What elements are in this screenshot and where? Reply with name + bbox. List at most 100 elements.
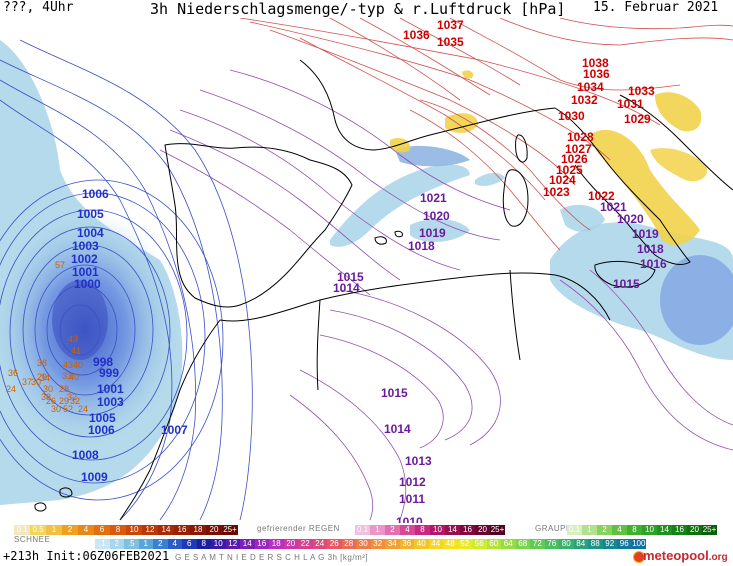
- isobar-label: 1031: [617, 97, 644, 111]
- snow-area-provence: [390, 138, 411, 153]
- isobar-label: 1003: [72, 239, 99, 253]
- legend-cell: 68: [515, 539, 530, 549]
- legend-cell: 18: [190, 525, 206, 535]
- legend-cell: 52: [457, 539, 472, 549]
- weather-map: 1037 1036 1035 1038 1036 1034 1032 1030 1033 1031…: [0, 17, 733, 529]
- isobar-label: 1003: [97, 395, 124, 409]
- legend-cell: 12: [225, 539, 240, 549]
- snow-depth-value: 29: [37, 372, 47, 382]
- coast-baleares: [374, 230, 403, 245]
- isobar-label: 1015: [337, 270, 364, 284]
- isobar-label: 1036: [583, 67, 610, 81]
- isobars-low: [0, 39, 253, 521]
- legend-schnee-label: SCHNEE: [14, 535, 51, 544]
- legend-cell: 25+: [490, 525, 505, 535]
- legend-cell: 92: [602, 539, 617, 549]
- legend-cell: 84: [573, 539, 588, 549]
- legend-cell: 22: [298, 539, 313, 549]
- isobar-label: 1006: [82, 187, 109, 201]
- legend-cell: 32: [370, 539, 385, 549]
- legend-cell: 34: [385, 539, 400, 549]
- legend-total-label: G E S A M T N I E D E R S C H L A G 3h […: [175, 553, 369, 562]
- legend-cell: 10: [642, 525, 657, 535]
- precipitation-layer: [0, 40, 733, 505]
- isobar-layer: [0, 17, 733, 521]
- legend-cell: 100: [631, 539, 646, 549]
- isobar-label: 1027: [565, 142, 592, 156]
- legend-cell: 56: [472, 539, 487, 549]
- isobar-label: 1036: [403, 28, 430, 42]
- legend-cell: 25+: [702, 525, 717, 535]
- legend-cell: 8: [196, 539, 211, 549]
- snow-depth-value: 38: [37, 358, 47, 368]
- snow-depth-value: 30: [31, 377, 41, 387]
- coast-morocco-atlantic: [119, 319, 221, 521]
- snow-depth-value: 41: [71, 346, 81, 356]
- snow-depth-value: 43: [63, 360, 73, 370]
- legend: 0.1 0.5 1 2 4 6 8 10 12 14 16 18 20 25+ SCHNEE gefrie…: [0, 523, 733, 566]
- isobar-label: 998: [93, 355, 113, 369]
- legend-cell: 1: [138, 539, 153, 549]
- coast-adriatic: [619, 94, 733, 191]
- brand-link[interactable]: meteopool.org: [643, 548, 728, 563]
- snow-depth-value: 40: [73, 360, 83, 370]
- rain-core-inner: [52, 280, 108, 360]
- isobar-label: 1035: [437, 35, 464, 49]
- rain-band-baleares: [410, 218, 470, 242]
- isobar-label: 1006: [88, 423, 115, 437]
- legend-cell: 44: [428, 539, 443, 549]
- legend-cell: 16: [672, 525, 687, 535]
- isobar-label: 1019: [632, 227, 659, 241]
- legend-cell: 20: [283, 539, 298, 549]
- isobar-label: 1011: [399, 492, 425, 506]
- legend-cell: .5: [124, 539, 139, 549]
- legend-cell: 25+: [222, 525, 238, 535]
- isobar-label: 1005: [77, 207, 104, 221]
- snow-area-alps: [445, 113, 478, 133]
- legend-cell: 96: [617, 539, 632, 549]
- border-algeria: [316, 269, 521, 391]
- legend-cell: 16: [254, 539, 269, 549]
- isobar-label: 1018: [408, 239, 435, 253]
- legend-cell: 4: [78, 525, 94, 535]
- isobar-label: 1005: [89, 411, 116, 425]
- snow-area-north: [462, 70, 474, 79]
- legend-cell: 1: [46, 525, 62, 535]
- isobar-label: 1015: [381, 386, 408, 400]
- isobar-label: 1020: [617, 212, 644, 226]
- snow-depth-value: 32: [67, 392, 77, 402]
- legend-cell: 0.1: [567, 525, 582, 535]
- legend-cell: 2: [385, 525, 400, 535]
- map-title: 3h Niederschlagsmenge/-typ & r.Luftdruck…: [150, 0, 566, 18]
- isobar-label: 1001: [72, 265, 99, 279]
- snow-depth-value: 40: [69, 372, 79, 382]
- isobar-label: 1007: [161, 423, 188, 437]
- snow-depth-value: 24: [6, 384, 16, 394]
- legend-cell: 60: [486, 539, 501, 549]
- legend-regen-label: gefrierender REGEN: [257, 524, 340, 533]
- legend-cell: 16: [174, 525, 190, 535]
- isobar-label: 1014: [333, 281, 360, 295]
- legend-cell: 14: [158, 525, 174, 535]
- snow-area-balkan: [650, 148, 708, 182]
- isobar-label: 1037: [437, 18, 464, 32]
- legend-cell: .1: [95, 539, 110, 549]
- isobar-label: 999: [99, 366, 119, 380]
- legend-cell: 6: [182, 539, 197, 549]
- legend-cell: 20: [206, 525, 222, 535]
- isobar-label: 1020: [423, 209, 450, 223]
- isobar-label: 1008: [72, 448, 99, 462]
- header-bar: ???, 4Uhr 3h Niederschlagsmenge/-typ & r…: [0, 0, 733, 18]
- snow-depth-value: 38: [41, 392, 51, 402]
- snow-depth-value: 32: [70, 396, 80, 406]
- snow-depth-value: 28: [59, 384, 69, 394]
- coast-north-africa: [219, 272, 611, 322]
- isobar-label: 1015: [613, 277, 640, 291]
- rain-band-sardinia-east: [560, 204, 605, 232]
- snow-depth-value: 30: [43, 384, 53, 394]
- legend-cell: 18: [269, 539, 284, 549]
- snow-depth-value: 29: [59, 396, 69, 406]
- isobar-label: 1001: [97, 382, 124, 396]
